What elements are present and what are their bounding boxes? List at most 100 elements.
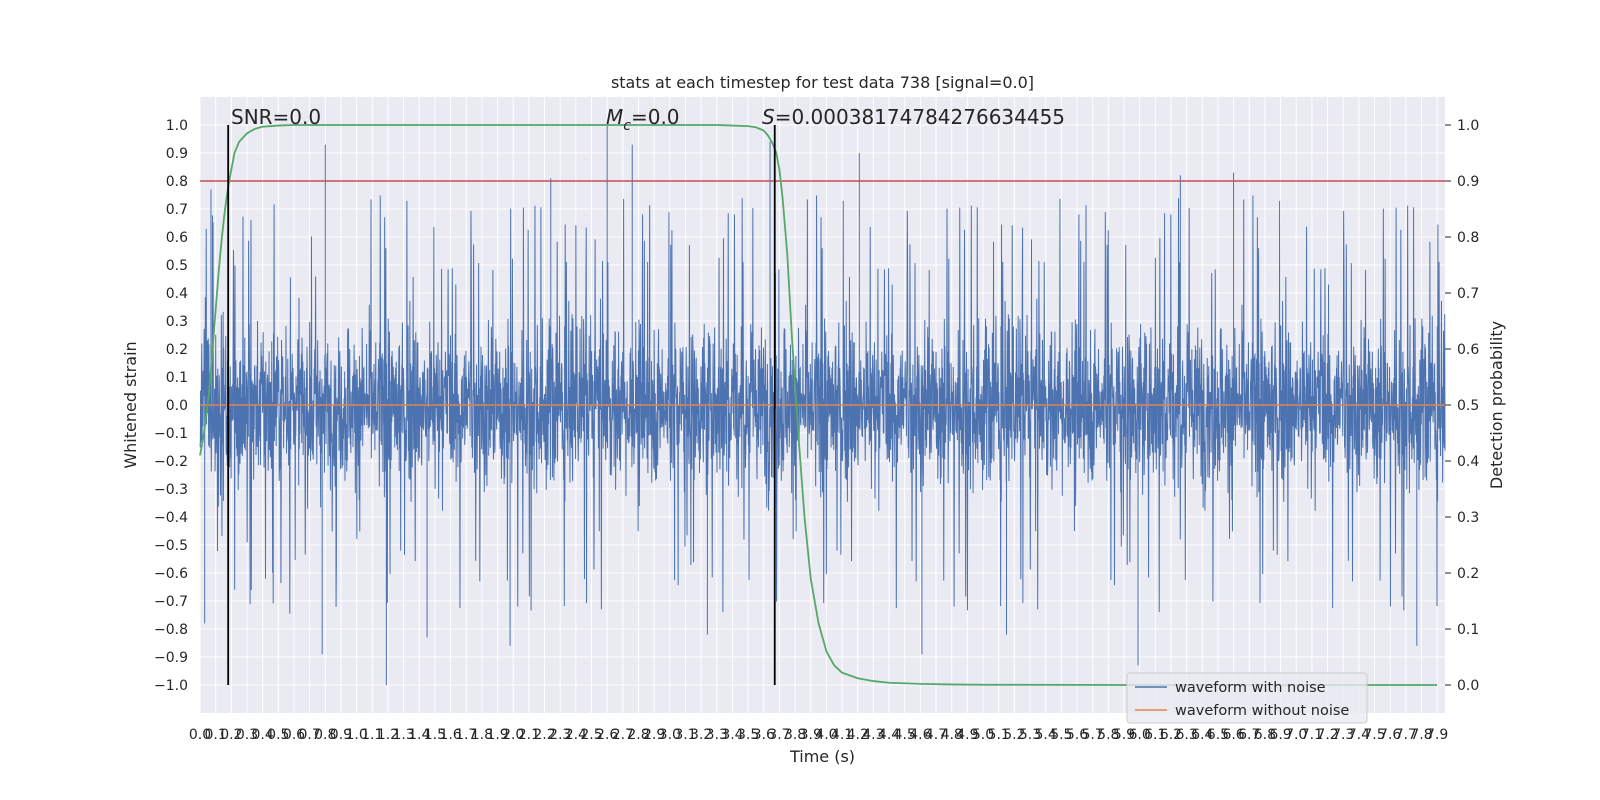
annotation-s: S=0.0003817478427663445​5 bbox=[762, 105, 1065, 129]
x-tick-label: 1.1 bbox=[361, 727, 383, 743]
x-tick-label: 2.0 bbox=[502, 727, 524, 743]
y2-axis-label: Detection probability bbox=[1487, 321, 1506, 489]
y-tick-label: −0.9 bbox=[154, 650, 188, 666]
x-tick-label: 3.8 bbox=[784, 727, 806, 743]
y2-tick-label: 0.4 bbox=[1457, 454, 1479, 470]
x-tick-label: 5.5 bbox=[1050, 727, 1072, 743]
x-tick-label: 4.6 bbox=[909, 727, 931, 743]
x-tick-label: 4.0 bbox=[815, 727, 837, 743]
x-tick-label: 4.2 bbox=[847, 727, 869, 743]
x-axis-label: Time (s) bbox=[789, 747, 855, 766]
waveform-with-noise-line bbox=[199, 125, 1446, 685]
x-tick-label: 1.3 bbox=[392, 727, 414, 743]
annotation-chirp-mass-subscript: c bbox=[623, 118, 631, 134]
x-tick-label: 2.1 bbox=[518, 727, 540, 743]
y-tick-label: 0.7 bbox=[166, 202, 188, 218]
x-tick-label: 3.3 bbox=[706, 727, 728, 743]
y-tick-label: −0.5 bbox=[154, 538, 188, 554]
annotation-chirp-mass-value: =0.0 bbox=[631, 105, 680, 129]
y-tick-label: 0.4 bbox=[166, 286, 188, 302]
y2-tick-label: 0.8 bbox=[1457, 230, 1479, 246]
x-tick-label: 7.3 bbox=[1332, 727, 1354, 743]
y2-tick-label: 1.0 bbox=[1457, 118, 1479, 134]
x-tick-label: 3.6 bbox=[753, 727, 775, 743]
legend-box bbox=[1126, 672, 1368, 724]
x-tick-label: 0.6 bbox=[283, 727, 305, 743]
x-tick-label: 2.3 bbox=[549, 727, 571, 743]
x-tick-label: 3.2 bbox=[690, 727, 712, 743]
x-tick-label: 0.3 bbox=[236, 727, 258, 743]
x-tick-label: 4.8 bbox=[941, 727, 963, 743]
y2-tick-label: 0.3 bbox=[1457, 510, 1479, 526]
y-tick-label: 0.2 bbox=[166, 342, 188, 358]
y2-tick-label: 0.0 bbox=[1457, 678, 1479, 694]
y-tick-label: −0.2 bbox=[154, 454, 188, 470]
legend-entry-waveform-without-noise: waveform without noise bbox=[1175, 703, 1349, 719]
y2-tick-label: 0.7 bbox=[1457, 286, 1479, 302]
x-tick-label: 0.2 bbox=[220, 727, 242, 743]
series-waveform-with-noise bbox=[199, 125, 1446, 685]
x-tick-label: 3.0 bbox=[659, 727, 681, 743]
annotation-chirp-mass: Mc=0.0 bbox=[606, 105, 680, 134]
x-tick-label: 0.8 bbox=[314, 727, 336, 743]
x-tick-label: 7.7 bbox=[1395, 727, 1417, 743]
x-tick-label: 5.9 bbox=[1113, 727, 1135, 743]
legend: waveform with noise waveform without noi… bbox=[1126, 672, 1368, 724]
y-tick-label: −0.4 bbox=[154, 510, 188, 526]
y-tick-label: 0.1 bbox=[166, 370, 188, 386]
y-tick-label: −0.1 bbox=[154, 426, 188, 442]
x-tick-label: 2.2 bbox=[533, 727, 555, 743]
x-tick-label: 3.4 bbox=[721, 727, 743, 743]
x-tick-label: 6.5 bbox=[1207, 727, 1229, 743]
x-tick-label: 7.8 bbox=[1410, 727, 1432, 743]
y-tick-label: 0.3 bbox=[166, 314, 188, 330]
x-tick-label: 1.4 bbox=[408, 727, 430, 743]
y-tick-label: 0.9 bbox=[166, 146, 188, 162]
x-tick-label: 1.8 bbox=[471, 727, 493, 743]
x-tick-label: 6.9 bbox=[1269, 727, 1291, 743]
annotation-s-symbol: S bbox=[762, 105, 775, 129]
chart-title: stats at each timestep for test data 738… bbox=[611, 73, 1034, 92]
y2-tick-label: 0.2 bbox=[1457, 566, 1479, 582]
legend-entry-waveform-with-noise: waveform with noise bbox=[1175, 680, 1326, 696]
y-tick-label: −0.7 bbox=[154, 594, 188, 610]
x-tick-label: 2.8 bbox=[627, 727, 649, 743]
y-tick-label: −0.8 bbox=[154, 622, 188, 638]
x-tick-label: 1.2 bbox=[377, 727, 399, 743]
y-tick-label: −0.3 bbox=[154, 482, 188, 498]
annotation-snr: SNR=0.0 bbox=[231, 105, 321, 129]
x-tick-label: 4.7 bbox=[925, 727, 947, 743]
annotation-chirp-mass-symbol: M bbox=[606, 105, 623, 129]
x-tick-label: 7.1 bbox=[1301, 727, 1323, 743]
x-tick-label: 1.9 bbox=[486, 727, 508, 743]
x-tick-label: 7.2 bbox=[1316, 727, 1338, 743]
annotation-s-value: =0.0003817478427663445​5 bbox=[775, 105, 1065, 129]
y-tick-label: 0.0 bbox=[166, 398, 188, 414]
x-tick-label: 5.6 bbox=[1066, 727, 1088, 743]
x-tick-label: 7.5 bbox=[1363, 727, 1385, 743]
y-tick-label: 0.5 bbox=[166, 258, 188, 274]
x-tick-label: 7.6 bbox=[1379, 727, 1401, 743]
y-tick-label: −1.0 bbox=[154, 678, 188, 694]
y2-tick-label: 0.6 bbox=[1457, 342, 1479, 358]
x-tick-label: 0.9 bbox=[330, 727, 352, 743]
x-tick-label: 6.1 bbox=[1144, 727, 1166, 743]
x-tick-label: 1.7 bbox=[455, 727, 477, 743]
x-tick-label: 2.7 bbox=[612, 727, 634, 743]
x-tick-label: 1.5 bbox=[424, 727, 446, 743]
x-tick-label: 5.1 bbox=[988, 727, 1010, 743]
series-detection-probability bbox=[199, 124, 1445, 686]
x-tick-label: 3.5 bbox=[737, 727, 759, 743]
x-tick-label: 6.4 bbox=[1191, 727, 1213, 743]
x-tick-label: 5.3 bbox=[1019, 727, 1041, 743]
x-tick-label: 1.0 bbox=[345, 727, 367, 743]
x-tick-label: 2.6 bbox=[596, 727, 618, 743]
x-tick-label: 2.5 bbox=[580, 727, 602, 743]
x-tick-label: 6.6 bbox=[1222, 727, 1244, 743]
x-tick-label: 6.0 bbox=[1128, 727, 1150, 743]
x-tick-label: 4.9 bbox=[956, 727, 978, 743]
detection-probability-line bbox=[199, 124, 1438, 686]
x-tick-label: 4.3 bbox=[862, 727, 884, 743]
y2-tick-label: 0.1 bbox=[1457, 622, 1479, 638]
